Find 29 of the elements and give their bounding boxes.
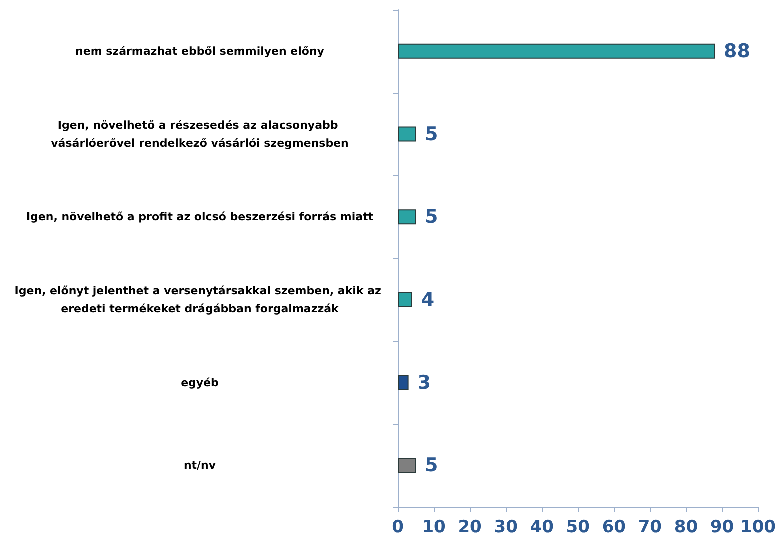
x-tick-label: 60: [602, 518, 626, 537]
x-tick-label: 40: [530, 518, 554, 537]
y-tick-label: Igen, növelhető a profit az olcsó beszerzési forrás miatt: [26, 210, 374, 224]
bar: [398, 210, 416, 225]
data-label: 5: [425, 206, 438, 228]
data-label: 3: [418, 372, 432, 394]
x-tick-label: 100: [740, 518, 776, 537]
bar: [398, 44, 716, 59]
x-tick-label: 0: [392, 518, 404, 537]
x-tick-label: 90: [710, 518, 734, 537]
y-tick-label: nt/nv: [184, 459, 217, 472]
x-tick-label: 30: [494, 518, 518, 537]
data-label: 4: [421, 288, 435, 311]
data-label: 5: [425, 123, 438, 146]
x-tick-label: 20: [458, 518, 482, 537]
y-tick-label: Igen, előnyt jelenthet a versenytársakkal szemben, akik az eredeti termékeket drágábban forgalmazzák: [14, 284, 386, 316]
x-tick-label: 50: [566, 518, 590, 537]
data-label: 88: [724, 40, 750, 62]
y-tick-label: egyéb: [181, 376, 220, 390]
x-tick-label: 10: [422, 518, 446, 537]
bar: [398, 375, 409, 390]
y-tick-label: Igen, növelhető a részesedés az alacsonyabb vásárlóerővel rendelkező vásárlói szegmensben: [51, 118, 349, 150]
bar: [398, 458, 416, 474]
data-label: 5: [425, 454, 438, 477]
y-tick-label: nem származhat ebből semmilyen előny: [76, 44, 324, 58]
x-tick-label: 70: [638, 518, 662, 537]
bar: [398, 126, 416, 142]
bar: [398, 292, 412, 308]
x-tick-label: 80: [674, 518, 698, 537]
